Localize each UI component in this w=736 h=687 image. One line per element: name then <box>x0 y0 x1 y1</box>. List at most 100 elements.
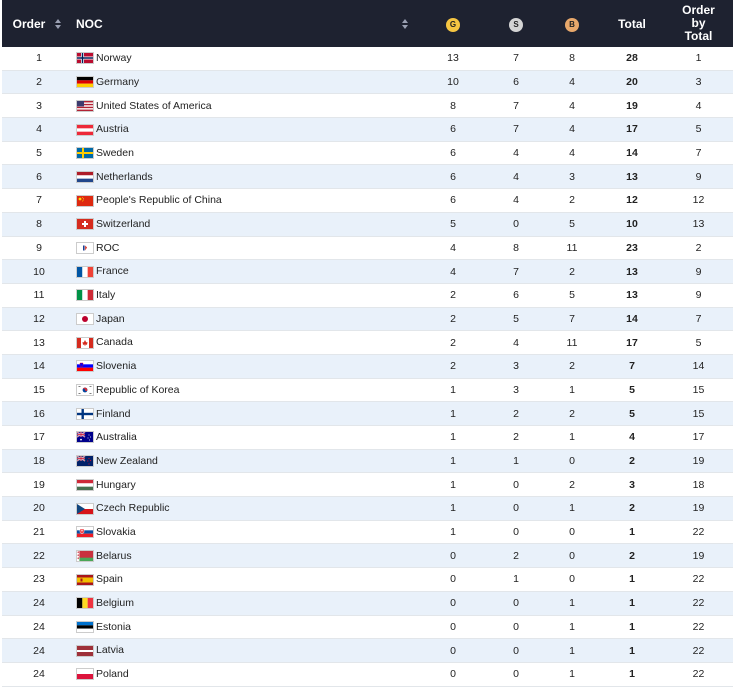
table-row[interactable]: 4 Austria 6 7 4 17 5 <box>2 117 733 142</box>
noc-name[interactable]: France <box>96 265 129 278</box>
noc-name[interactable]: Belgium <box>96 597 134 610</box>
table-row[interactable]: 14 Slovenia 2 3 2 7 14 <box>2 354 733 379</box>
noc-name[interactable]: Republic of Korea <box>96 384 180 397</box>
noc-name[interactable]: Estonia <box>96 620 132 633</box>
noc-name[interactable]: New Zealand <box>96 455 158 468</box>
noc-cell[interactable]: Czech Republic <box>76 496 418 521</box>
noc-cell[interactable]: Belarus <box>76 543 418 569</box>
noc-cell[interactable]: Japan <box>76 307 418 332</box>
gold-count: 4 <box>418 259 488 284</box>
silver-count: 0 <box>488 638 544 663</box>
noc-cell[interactable]: Finland <box>76 401 418 426</box>
noc-name[interactable]: Germany <box>96 76 140 89</box>
noc-name[interactable]: Spain <box>96 573 123 586</box>
noc-name[interactable]: Japan <box>96 313 125 326</box>
noc-name[interactable]: Netherlands <box>96 170 153 183</box>
noc-name[interactable]: Norway <box>96 52 132 65</box>
noc-name[interactable]: ROC <box>96 241 120 254</box>
table-row[interactable]: 1 Norway 13 7 8 28 1 <box>2 47 733 71</box>
noc-name[interactable]: People's Republic of China <box>96 194 222 207</box>
noc-name[interactable]: Czech Republic <box>96 502 170 515</box>
table-row[interactable]: 12 Japan 2 5 7 14 7 <box>2 307 733 332</box>
table-row[interactable]: 24 Estonia 0 0 1 1 22 <box>2 615 733 640</box>
noc-cell[interactable]: Hungary <box>76 472 418 498</box>
table-row[interactable]: 13 Canada 2 4 11 17 5 <box>2 330 733 355</box>
noc-name[interactable]: Australia <box>96 431 137 444</box>
noc-name[interactable]: Austria <box>96 123 129 136</box>
table-row[interactable]: 10 France 4 7 2 13 9 <box>2 259 733 284</box>
noc-cell[interactable]: Poland <box>76 662 418 687</box>
table-row[interactable]: 2 Germany 10 6 4 20 3 <box>2 70 733 95</box>
noc-cell[interactable]: Australia <box>76 425 418 450</box>
noc-cell[interactable]: Estonia <box>76 615 418 640</box>
noc-cell[interactable]: Netherlands <box>76 164 418 190</box>
header-order[interactable]: Order <box>2 0 76 47</box>
header-bronze[interactable]: B <box>544 0 600 47</box>
noc-name[interactable]: Sweden <box>96 147 134 160</box>
header-total[interactable]: Total <box>618 16 646 31</box>
bronze-count: 11 <box>544 236 600 261</box>
table-row[interactable]: 11 Italy 2 6 5 13 9 <box>2 283 733 308</box>
noc-name[interactable]: Finland <box>96 407 131 420</box>
noc-cell[interactable]: Republic of Korea <box>76 378 418 403</box>
noc-cell[interactable]: Canada <box>76 330 418 355</box>
noc-name[interactable]: Latvia <box>96 644 125 657</box>
table-row[interactable]: 23 Spain 0 1 0 1 22 <box>2 567 733 592</box>
noc-name[interactable]: United States of America <box>96 99 212 112</box>
table-row[interactable]: 18 New Zealand 1 1 0 2 19 <box>2 449 733 474</box>
noc-name[interactable]: Poland <box>96 668 129 681</box>
header-silver[interactable]: S <box>488 0 544 47</box>
silver-count: 0 <box>488 472 544 498</box>
noc-cell[interactable]: Germany <box>76 70 418 95</box>
noc-cell[interactable]: Switzerland <box>76 212 418 237</box>
italy-flag-icon <box>76 289 94 302</box>
table-row[interactable]: 8 Switzerland 5 0 5 10 13 <box>2 212 733 237</box>
noc-cell[interactable]: Sweden <box>76 141 418 166</box>
noc-cell[interactable]: People's Republic of China <box>76 188 418 213</box>
table-row[interactable]: 7 People's Republic of China 6 4 2 12 12 <box>2 188 733 213</box>
noc-name[interactable]: Hungary <box>96 478 136 491</box>
noc-name[interactable]: Switzerland <box>96 218 151 231</box>
table-row[interactable]: 19 Hungary 1 0 2 3 18 <box>2 472 733 498</box>
table-row[interactable]: 21 Slovakia 1 0 0 1 22 <box>2 520 733 545</box>
gold-count: 1 <box>418 520 488 545</box>
header-noc[interactable]: NOC <box>76 0 418 47</box>
header-gold[interactable]: G <box>418 0 488 47</box>
noc-cell[interactable]: France <box>76 259 418 284</box>
noc-cell[interactable]: Spain <box>76 567 418 592</box>
table-row[interactable]: 15 Republic of Korea 1 3 1 5 15 <box>2 378 733 403</box>
header-order-by-total[interactable]: Order by Total <box>664 0 733 47</box>
table-row[interactable]: 6 Netherlands 6 4 3 13 9 <box>2 164 733 190</box>
gold-count: 6 <box>418 188 488 213</box>
order-by-total: 5 <box>664 117 733 142</box>
noc-cell[interactable]: United States of America <box>76 93 418 119</box>
noc-cell[interactable]: Italy <box>76 283 418 308</box>
table-row[interactable]: 22 Belarus 0 2 0 2 19 <box>2 543 733 569</box>
noc-name[interactable]: Belarus <box>96 549 132 562</box>
table-row[interactable]: 9 ROC 4 8 11 23 2 <box>2 236 733 261</box>
table-row[interactable]: 5 Sweden 6 4 4 14 7 <box>2 141 733 166</box>
total-count: 13 <box>600 283 664 308</box>
sort-icon[interactable] <box>402 19 408 29</box>
noc-cell[interactable]: Slovakia <box>76 520 418 545</box>
table-row[interactable]: 20 Czech Republic 1 0 1 2 19 <box>2 496 733 521</box>
noc-name[interactable]: Slovenia <box>96 360 137 373</box>
noc-cell[interactable]: Belgium <box>76 591 418 616</box>
table-row[interactable]: 16 Finland 1 2 2 5 15 <box>2 401 733 426</box>
table-row[interactable]: 17 Australia 1 2 1 4 17 <box>2 425 733 450</box>
sort-icon[interactable] <box>55 19 62 30</box>
slovakia-flag-icon <box>76 526 94 539</box>
noc-cell[interactable]: Norway <box>76 47 418 71</box>
noc-name[interactable]: Canada <box>96 336 133 349</box>
table-row[interactable]: 24 Belgium 0 0 1 1 22 <box>2 591 733 616</box>
noc-cell[interactable]: Austria <box>76 117 418 142</box>
noc-name[interactable]: Slovakia <box>96 526 136 539</box>
table-row[interactable]: 24 Poland 0 0 1 1 22 <box>2 662 733 687</box>
noc-name[interactable]: Italy <box>96 289 116 302</box>
noc-cell[interactable]: Slovenia <box>76 354 418 379</box>
noc-cell[interactable]: Latvia <box>76 638 418 663</box>
table-row[interactable]: 3 United States of America 8 7 4 19 4 <box>2 93 733 119</box>
noc-cell[interactable]: New Zealand <box>76 449 418 474</box>
noc-cell[interactable]: ROC <box>76 236 418 261</box>
table-row[interactable]: 24 Latvia 0 0 1 1 22 <box>2 638 733 663</box>
